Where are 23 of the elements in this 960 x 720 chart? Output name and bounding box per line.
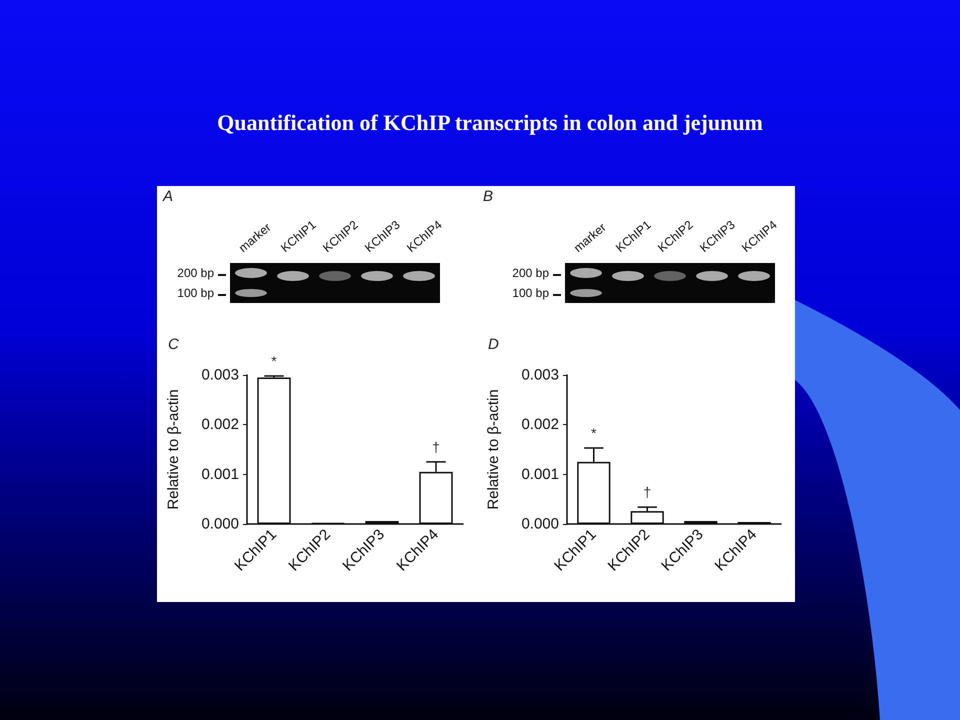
y-tick-label: 0.001 [201, 466, 239, 483]
y-tick-label: 0.000 [521, 516, 559, 532]
annotation: * [271, 352, 278, 369]
text: 100 bp [176, 286, 214, 300]
chart-title: D [488, 336, 499, 353]
text: Quantification of KChIP transcripts in colon and jejunum [216, 109, 764, 137]
y-tick-label: 0.002 [201, 416, 239, 434]
text: 200 bp [511, 266, 549, 280]
y-tick-label: 0.003 [521, 366, 559, 384]
y-tick-label: 0.001 [521, 466, 559, 483]
text: B [483, 188, 494, 205]
annotation: * [591, 425, 598, 442]
y-axis-title: Relative to β-actin [165, 389, 182, 510]
chart-title: C [168, 336, 179, 353]
annotation: † [432, 438, 440, 455]
y-tick-label: 0.003 [201, 366, 239, 384]
annotation: † [643, 484, 652, 500]
y-tick-label: 0.000 [201, 516, 239, 532]
y-tick-label: 0.002 [521, 416, 559, 434]
text: A [163, 188, 174, 205]
y-axis-title: Relative to β-actin [485, 389, 502, 510]
text: 200 bp [176, 266, 214, 280]
text: 100 bp [511, 286, 549, 300]
